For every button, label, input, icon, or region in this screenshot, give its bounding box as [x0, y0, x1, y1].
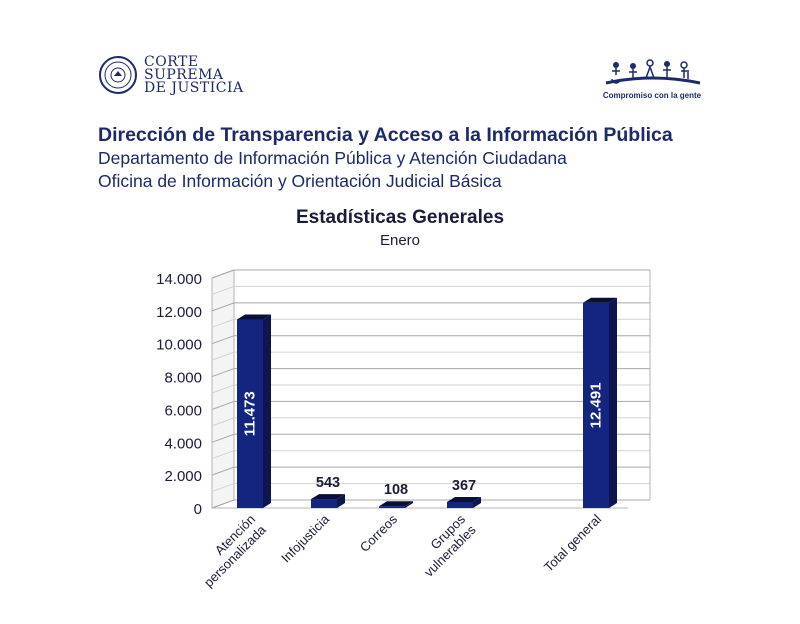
logo-line-2: SUPREMA — [144, 66, 224, 83]
gridline — [211, 335, 650, 345]
y-tick-label: 14.000 — [156, 271, 202, 288]
x-tick-label: Gruposvulnerables — [410, 511, 479, 580]
bar — [583, 302, 609, 508]
x-tick-label: Correos — [357, 511, 401, 555]
gridline — [211, 466, 650, 476]
y-tick-label: 8.000 — [164, 370, 202, 387]
data-label: 543 — [316, 475, 340, 491]
x-tick-label: Total general — [541, 511, 604, 574]
x-tick-label-line: Correos — [357, 511, 401, 555]
bar-chart: 0 2.000 4.000 6.000 8.000 10.000 12.000 14.000 1… — [156, 269, 651, 590]
gridline — [211, 400, 650, 410]
bar-top — [447, 496, 481, 502]
gridline — [211, 368, 650, 378]
corte-suprema-logo: CORTE SUPREMA DE JUSTICIA — [98, 55, 244, 95]
bar-side — [263, 314, 271, 508]
seal-icon — [99, 56, 137, 94]
y-tick-label: 0 — [194, 501, 202, 518]
bar-top — [311, 494, 345, 500]
gridline — [211, 384, 650, 394]
chart-subtitle: Enero — [379, 232, 421, 249]
y-tick-label: 2.000 — [164, 468, 202, 485]
bar-side — [337, 494, 345, 508]
logo-line-3: DE JUSTICIA — [144, 79, 244, 96]
logo-line-1: CORTE — [144, 53, 199, 70]
bar-top — [583, 297, 617, 303]
bar-side — [473, 496, 481, 508]
y-tick-label: 6.000 — [164, 402, 202, 419]
gridline — [211, 483, 650, 493]
x-tick-label-line: Total general — [541, 511, 604, 574]
chart-title: Estadísticas Generales — [295, 207, 505, 228]
data-label: 11.473 — [242, 391, 259, 436]
bar-top — [237, 314, 271, 320]
gridline — [211, 318, 650, 328]
y-tick-label: 4.000 — [164, 435, 202, 452]
campaign-logo: Compromiso con la gente — [600, 58, 704, 100]
y-tick-label: 10.000 — [156, 337, 202, 354]
office-name: Oficina de Información y Orientación Jud… — [98, 171, 502, 191]
data-label: 108 — [384, 482, 408, 498]
bar-side — [609, 297, 617, 508]
bar-top — [379, 501, 413, 507]
x-tick-label-line: Infojusticia — [278, 511, 333, 566]
bar — [447, 501, 473, 508]
bar — [379, 506, 405, 508]
gridline — [211, 450, 650, 460]
people-icon — [605, 59, 701, 85]
campaign-motto: Compromiso con la gente — [602, 91, 702, 100]
gridline — [211, 302, 650, 312]
data-label: 12.491 — [588, 382, 605, 428]
bar-side — [405, 501, 413, 508]
department-name: Departamento de Información Pública y At… — [98, 148, 567, 168]
gridline — [211, 499, 650, 509]
bar — [237, 319, 263, 508]
gridline — [211, 269, 650, 279]
bar — [311, 499, 337, 508]
gridline — [211, 433, 650, 443]
x-tick-label: Infojusticia — [278, 511, 333, 566]
data-label: 367 — [452, 478, 476, 494]
x-tick-label: Atenciónpersonalizada — [190, 511, 269, 590]
document-header: Dirección de Transparencia y Acceso a la… — [98, 123, 673, 193]
y-tick-label: 12.000 — [156, 304, 202, 321]
gridline — [211, 351, 650, 361]
gridline — [211, 285, 650, 295]
page-title: Dirección de Transparencia y Acceso a la… — [98, 124, 673, 146]
gridline — [211, 417, 650, 427]
